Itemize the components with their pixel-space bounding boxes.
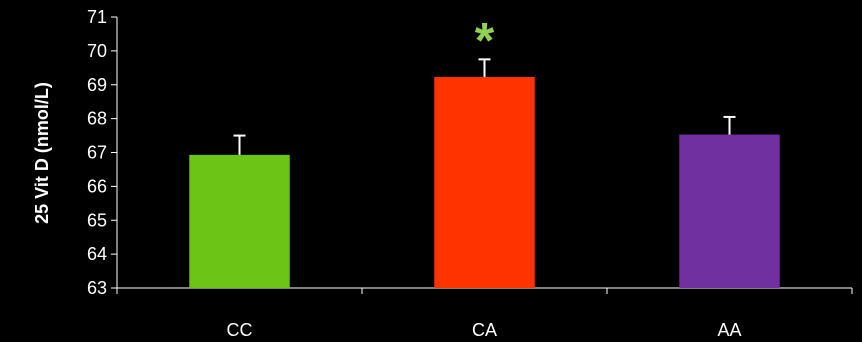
y-tick-label: 70: [87, 41, 107, 61]
bar-cc: [189, 154, 290, 288]
y-axis: 63 64 65 66 67 68 69 70 71: [87, 7, 118, 298]
y-tick-label: 71: [87, 7, 107, 27]
bars: [189, 76, 780, 289]
x-tick-label: AA: [717, 320, 741, 340]
y-tick-label: 69: [87, 75, 107, 95]
bar-aa: [679, 134, 780, 288]
y-tick-label: 65: [87, 210, 107, 230]
x-axis: CC CA AA: [116, 287, 853, 340]
y-tick-label: 67: [87, 143, 107, 163]
bar-ca: [434, 76, 535, 289]
y-tick-label: 64: [87, 244, 107, 264]
significance-asterisk: *: [475, 12, 495, 68]
y-axis-title: 25 Vit D (nmol/L): [32, 82, 52, 224]
significance-markers: *: [475, 12, 495, 68]
x-tick-label: CC: [227, 320, 253, 340]
y-tick-label: 68: [87, 109, 107, 129]
error-bars: [233, 58, 736, 155]
y-tick-label: 63: [87, 278, 107, 298]
x-tick-label: CA: [472, 320, 497, 340]
y-tick-label: 66: [87, 176, 107, 196]
